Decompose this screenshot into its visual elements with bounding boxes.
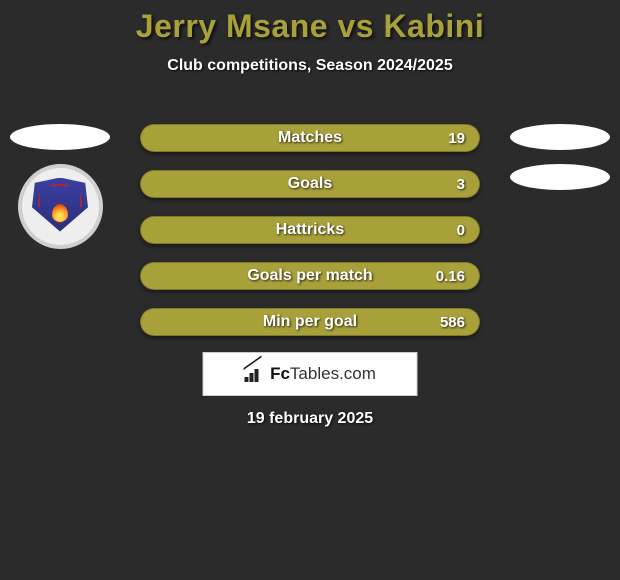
stat-bar-min-per-goal: Min per goal 586: [140, 308, 480, 336]
club-badge-placeholder: [510, 164, 610, 190]
title-player1: Jerry Msane: [136, 8, 328, 44]
brand-text: FcTables.com: [270, 364, 376, 384]
stat-label: Min per goal: [141, 309, 479, 335]
stat-label: Goals per match: [141, 263, 479, 289]
bar-chart-icon: [244, 366, 264, 382]
player-right-column: [510, 124, 610, 190]
page-title: Jerry Msane vs Kabini: [0, 0, 620, 45]
stat-value-left-player: 19: [448, 125, 465, 151]
stat-bar-goals: Goals 3: [140, 170, 480, 198]
stat-label: Hattricks: [141, 217, 479, 243]
stat-value-left-player: 0.16: [436, 263, 465, 289]
player-left-column: CHIPPA: [10, 124, 110, 249]
club-badge-left: CHIPPA: [18, 164, 103, 249]
stat-label: Goals: [141, 171, 479, 197]
player-photo-placeholder: [10, 124, 110, 150]
subtitle: Club competitions, Season 2024/2025: [0, 57, 620, 75]
stat-bar-goals-per-match: Goals per match 0.16: [140, 262, 480, 290]
stat-value-left-player: 0: [457, 217, 465, 243]
brand-box[interactable]: FcTables.com: [203, 352, 418, 396]
comparison-card: Jerry Msane vs Kabini Club competitions,…: [0, 0, 620, 580]
title-player2: Kabini: [383, 8, 484, 44]
title-vs: vs: [337, 8, 374, 44]
brand-rest: Tables.com: [290, 364, 376, 383]
flame-icon: [52, 204, 68, 222]
stat-bar-matches: Matches 19: [140, 124, 480, 152]
stat-bar-hattricks: Hattricks 0: [140, 216, 480, 244]
footer-date: 19 february 2025: [0, 410, 620, 428]
stat-value-left-player: 586: [440, 309, 465, 335]
brand-bold: Fc: [270, 364, 290, 383]
stat-label: Matches: [141, 125, 479, 151]
shield-icon: [32, 178, 88, 232]
stat-value-left-player: 3: [457, 171, 465, 197]
comparison-bars: Matches 19 Goals 3 Hattricks 0 Goals per…: [140, 124, 480, 354]
player-photo-placeholder: [510, 124, 610, 150]
